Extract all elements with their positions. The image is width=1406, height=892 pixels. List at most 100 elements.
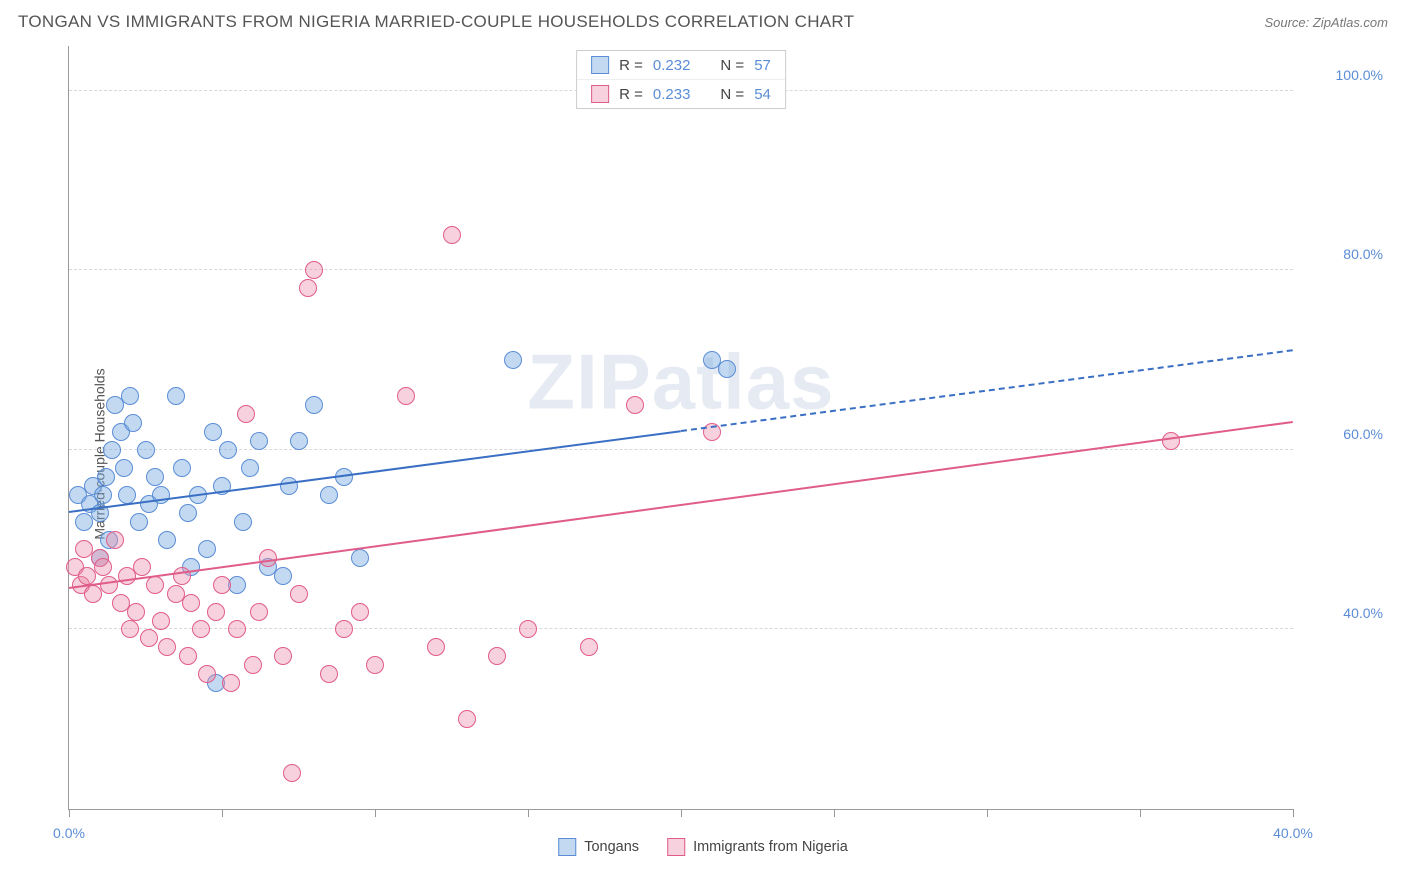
scatter-point	[146, 468, 164, 486]
scatter-point	[115, 459, 133, 477]
scatter-point	[458, 710, 476, 728]
scatter-point	[94, 486, 112, 504]
trend-line	[681, 349, 1293, 432]
scatter-point	[121, 620, 139, 638]
scatter-point	[290, 432, 308, 450]
scatter-point	[580, 638, 598, 656]
y-tick-label: 80.0%	[1303, 246, 1383, 262]
scatter-point	[274, 567, 292, 585]
scatter-point	[152, 612, 170, 630]
scatter-point	[351, 549, 369, 567]
legend-series-label: Immigrants from Nigeria	[693, 839, 848, 855]
scatter-point	[137, 441, 155, 459]
legend-correlation: R =0.232N =57R =0.233N =54	[576, 50, 786, 109]
legend-correlation-row: R = 0.232 N = 57	[577, 51, 785, 79]
x-tick	[222, 809, 223, 817]
chart-container: Married-couple Households ZIPatlas R =0.…	[18, 46, 1388, 862]
legend-r-value: 0.233	[653, 86, 691, 103]
scatter-point	[207, 603, 225, 621]
scatter-point	[182, 594, 200, 612]
scatter-point	[204, 423, 222, 441]
legend-n-label: N =	[720, 86, 744, 103]
scatter-point	[97, 468, 115, 486]
scatter-point	[1162, 432, 1180, 450]
source-name: ZipAtlas.com	[1313, 15, 1388, 30]
scatter-point	[250, 432, 268, 450]
scatter-point	[241, 459, 259, 477]
watermark: ZIPatlas	[527, 336, 834, 427]
x-tick	[528, 809, 529, 817]
legend-swatch	[591, 85, 609, 103]
legend-swatch	[558, 838, 576, 856]
scatter-point	[100, 576, 118, 594]
scatter-point	[198, 665, 216, 683]
y-tick-label: 60.0%	[1303, 426, 1383, 442]
gridline-h	[69, 449, 1293, 450]
plot-area: ZIPatlas R =0.232N =57R =0.233N =54 40.0…	[68, 46, 1293, 810]
legend-n-value: 57	[754, 57, 771, 74]
legend-swatch	[667, 838, 685, 856]
scatter-point	[299, 279, 317, 297]
scatter-point	[173, 459, 191, 477]
scatter-point	[274, 647, 292, 665]
chart-source: Source: ZipAtlas.com	[1264, 15, 1388, 30]
scatter-point	[237, 405, 255, 423]
scatter-point	[305, 261, 323, 279]
scatter-point	[140, 629, 158, 647]
scatter-point	[397, 387, 415, 405]
scatter-point	[718, 360, 736, 378]
x-tick	[1140, 809, 1141, 817]
legend-series-label: Tongans	[584, 839, 639, 855]
scatter-point	[158, 531, 176, 549]
scatter-point	[213, 576, 231, 594]
chart-header: TONGAN VS IMMIGRANTS FROM NIGERIA MARRIE…	[0, 0, 1406, 40]
scatter-point	[259, 549, 277, 567]
scatter-point	[94, 558, 112, 576]
legend-n-label: N =	[720, 57, 744, 74]
scatter-point	[626, 396, 644, 414]
scatter-point	[219, 441, 237, 459]
scatter-point	[320, 665, 338, 683]
scatter-point	[488, 647, 506, 665]
chart-title: TONGAN VS IMMIGRANTS FROM NIGERIA MARRIE…	[18, 12, 854, 32]
x-tick	[1293, 809, 1294, 817]
scatter-point	[146, 576, 164, 594]
x-tick	[834, 809, 835, 817]
y-tick-label: 40.0%	[1303, 605, 1383, 621]
scatter-point	[351, 603, 369, 621]
scatter-point	[179, 647, 197, 665]
y-tick-label: 100.0%	[1303, 67, 1383, 83]
legend-swatch	[591, 56, 609, 74]
legend-r-value: 0.232	[653, 57, 691, 74]
scatter-point	[244, 656, 262, 674]
scatter-point	[127, 603, 145, 621]
x-tick-label: 40.0%	[1273, 825, 1313, 841]
scatter-point	[106, 531, 124, 549]
x-tick	[681, 809, 682, 817]
x-tick	[987, 809, 988, 817]
legend-series-item: Tongans	[558, 838, 639, 856]
scatter-point	[133, 558, 151, 576]
scatter-point	[198, 540, 216, 558]
legend-series: Tongans Immigrants from Nigeria	[558, 838, 848, 856]
scatter-point	[234, 513, 252, 531]
scatter-point	[335, 620, 353, 638]
scatter-point	[124, 414, 142, 432]
scatter-point	[167, 387, 185, 405]
legend-r-label: R =	[619, 57, 643, 74]
x-tick-label: 0.0%	[53, 825, 85, 841]
scatter-point	[121, 387, 139, 405]
x-tick	[69, 809, 70, 817]
scatter-point	[366, 656, 384, 674]
scatter-point	[280, 477, 298, 495]
scatter-point	[320, 486, 338, 504]
legend-r-label: R =	[619, 86, 643, 103]
scatter-point	[443, 226, 461, 244]
scatter-point	[283, 764, 301, 782]
scatter-point	[130, 513, 148, 531]
scatter-point	[519, 620, 537, 638]
scatter-point	[427, 638, 445, 656]
scatter-point	[305, 396, 323, 414]
scatter-point	[228, 620, 246, 638]
gridline-h	[69, 628, 1293, 629]
